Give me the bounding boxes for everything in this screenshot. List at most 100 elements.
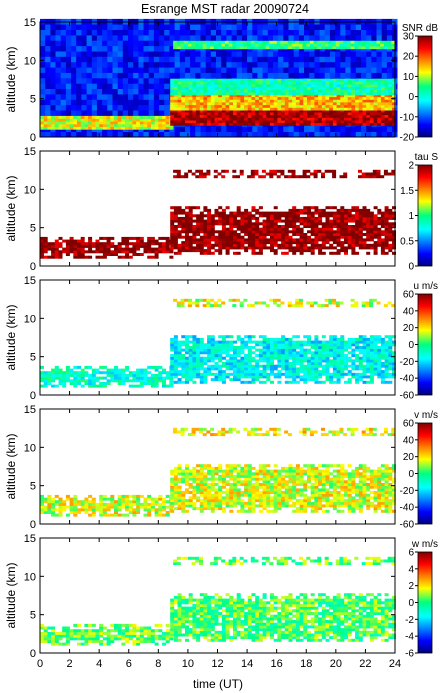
heatmap-cell <box>273 230 278 234</box>
heatmap-cell <box>299 227 304 231</box>
heatmap-cell <box>273 94 278 98</box>
heatmap-cell <box>58 255 63 259</box>
heatmap-cell <box>270 364 274 368</box>
heatmap-cell <box>277 359 282 363</box>
heatmap-cell <box>214 238 219 242</box>
heatmap-cell <box>340 126 346 132</box>
heatmap-cell <box>377 230 382 234</box>
heatmap-cell <box>319 131 326 138</box>
heatmap-cell <box>299 81 304 85</box>
heatmap-cell <box>358 43 362 47</box>
heatmap-cell <box>332 235 337 239</box>
heatmap-cell <box>221 61 227 68</box>
heatmap-cell <box>177 351 182 355</box>
heatmap-cell <box>269 43 274 47</box>
heatmap-cell <box>247 238 252 242</box>
heatmap-cell <box>106 250 111 254</box>
heatmap-cell <box>47 124 52 127</box>
heatmap-cell <box>86 67 93 73</box>
heatmap-cell <box>88 255 93 259</box>
heatmap-cell <box>247 92 252 96</box>
heatmap-cell <box>332 114 337 118</box>
heatmap-cell <box>192 364 197 368</box>
heatmap-cell <box>277 214 282 218</box>
heatmap-cell <box>207 225 212 228</box>
heatmap-cell <box>188 372 193 376</box>
heatmap-cell <box>266 225 271 228</box>
heatmap-cell <box>106 115 111 119</box>
heatmap-cell <box>233 354 237 357</box>
heatmap-cell <box>371 126 377 132</box>
heatmap-cell <box>207 364 212 368</box>
heatmap-cell <box>261 175 266 179</box>
heatmap-cell <box>214 354 219 357</box>
heatmap-cell <box>207 117 212 121</box>
heatmap-cell <box>165 250 170 254</box>
heatmap-cell <box>95 124 100 127</box>
heatmap-cell <box>236 251 241 255</box>
heatmap-cell <box>288 56 294 63</box>
heatmap-cell <box>332 40 337 44</box>
heatmap-cell <box>344 117 348 121</box>
heatmap-cell <box>347 122 352 126</box>
colorbar-label: tau S <box>415 152 439 163</box>
heatmap-cell <box>351 243 356 247</box>
heatmap-cell <box>203 345 208 349</box>
heatmap-cell <box>325 233 330 236</box>
heatmap-cell <box>128 88 134 95</box>
heatmap-cell <box>229 112 234 116</box>
heatmap-cell <box>344 222 348 226</box>
heatmap-cell <box>181 92 186 96</box>
heatmap-cell <box>283 72 289 79</box>
heatmap-cell <box>369 99 374 103</box>
heatmap-cell <box>273 216 278 220</box>
heatmap-cell <box>281 246 286 250</box>
heatmap-cell <box>69 382 74 385</box>
heatmap-cell <box>51 376 56 380</box>
heatmap-cell <box>133 104 139 111</box>
heatmap-cell <box>376 51 382 57</box>
heatmap-cell <box>361 40 366 44</box>
heatmap-cell <box>192 81 197 85</box>
heatmap-cell <box>366 243 371 247</box>
heatmap-cell <box>117 24 124 30</box>
heatmap-cell <box>369 114 374 118</box>
heatmap-cell <box>384 219 389 223</box>
heatmap-cell <box>210 230 215 234</box>
heatmap-cell <box>214 86 219 90</box>
heatmap-cell <box>88 121 93 125</box>
heatmap-cell <box>102 61 108 68</box>
heatmap-cell <box>351 214 356 218</box>
heatmap-cell <box>170 343 175 347</box>
heatmap-cell <box>314 24 320 30</box>
heatmap-cell <box>288 364 293 368</box>
heatmap-cell <box>221 102 226 106</box>
heatmap-cell <box>121 247 126 251</box>
heatmap-cell <box>148 29 155 36</box>
heatmap-cell <box>170 84 175 88</box>
heatmap-cell <box>329 56 336 63</box>
heatmap-cell <box>292 364 297 368</box>
heatmap-cell <box>373 206 378 210</box>
heatmap-cell <box>139 379 144 383</box>
heatmap-cell <box>251 356 256 360</box>
colorbar-tick-label: 1.5 <box>400 186 414 197</box>
heatmap-cell <box>321 222 326 226</box>
heatmap-cell <box>273 375 278 379</box>
heatmap-cell <box>62 373 67 377</box>
heatmap-cell <box>207 122 212 126</box>
heatmap-cell <box>200 56 206 63</box>
heatmap-cell <box>283 35 289 41</box>
heatmap-cell <box>392 107 396 111</box>
heatmap-cell <box>221 225 226 228</box>
heatmap-cell <box>239 40 244 44</box>
heatmap-cell <box>336 243 341 247</box>
heatmap-cell <box>351 227 356 231</box>
heatmap-cell <box>236 233 241 236</box>
heatmap-cell <box>45 51 51 57</box>
heatmap-cell <box>350 56 357 63</box>
heatmap-cell <box>177 104 182 108</box>
heatmap-cell <box>298 61 305 68</box>
heatmap-cell <box>177 348 182 352</box>
heatmap-cell <box>176 46 181 50</box>
